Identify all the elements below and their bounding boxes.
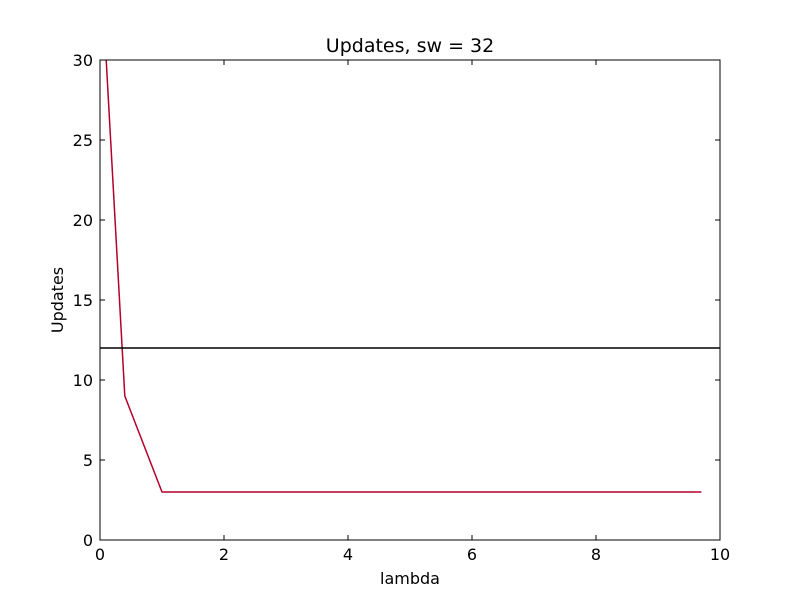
x-tick-label: 0	[95, 545, 105, 564]
y-tick-label: 10	[73, 371, 93, 390]
y-tick-label: 15	[73, 291, 93, 310]
y-tick-label: 20	[73, 211, 93, 230]
plot-frame	[99, 59, 721, 541]
x-axis-label: lambda	[380, 569, 440, 588]
y-tick-label: 5	[83, 451, 93, 470]
series-line-1	[105, 59, 702, 493]
tick-layer: 0 2 4 6 8 10 0 5 10 15 20 25 30	[73, 51, 731, 564]
x-tick-label: 2	[219, 545, 229, 564]
chart-title: Updates, sw = 32	[326, 35, 494, 57]
series-layer	[100, 59, 720, 493]
x-tick-label: 10	[710, 545, 730, 564]
x-tick-label: 8	[591, 545, 601, 564]
y-axis-label: Updates	[48, 267, 67, 333]
x-tick-label: 6	[467, 545, 477, 564]
x-tick-label: 4	[343, 545, 353, 564]
y-tick-label: 0	[83, 531, 93, 550]
y-tick-label: 25	[73, 131, 93, 150]
plot-background	[100, 60, 720, 540]
y-tick-label: 30	[73, 51, 93, 70]
